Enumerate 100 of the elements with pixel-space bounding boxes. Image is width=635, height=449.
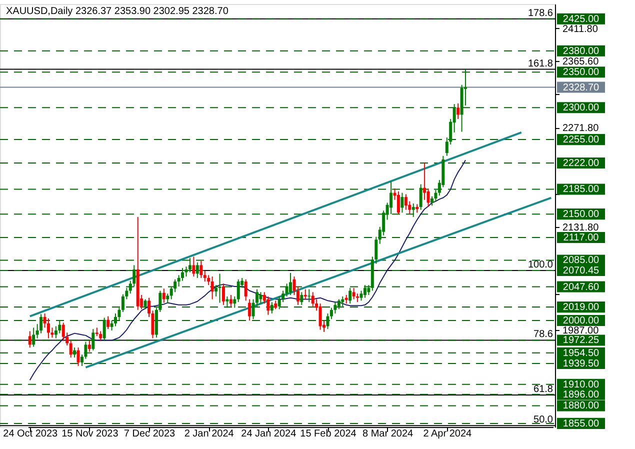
- ref-line-label: 1939.50: [562, 358, 600, 370]
- candlestick: [456, 102, 460, 120]
- candlestick: [88, 340, 91, 352]
- y-tick-label: 1987.00: [562, 325, 600, 336]
- ref-line-label: 1896.00: [562, 389, 600, 400]
- candlestick: [73, 347, 76, 358]
- ref-line-label: 1954.50: [562, 348, 600, 359]
- ref-line-label: 2255.00: [562, 134, 600, 146]
- x-tick-label: 2 Apr 2024: [423, 428, 472, 440]
- x-tick-label: 24 Jan 2024: [241, 428, 297, 440]
- candlestick: [184, 266, 188, 278]
- x-tick-label: 24 Oct 2023: [3, 428, 58, 440]
- candlestick: [196, 262, 199, 278]
- candlestick: [423, 162, 426, 200]
- x-tick-label: 15 Feb 2024: [300, 428, 357, 440]
- ref-line-label: 2047.60: [562, 282, 600, 293]
- candlestick: [76, 347, 80, 366]
- candlestick: [32, 327, 36, 348]
- candlestick: [166, 293, 170, 304]
- annotation: 78.6: [534, 329, 554, 340]
- candlestick: [367, 284, 370, 296]
- ref-line-label: 2019.00: [562, 302, 600, 314]
- ref-line-label: 2350.00: [562, 67, 600, 78]
- candlestick: [292, 276, 296, 296]
- candlestick: [360, 290, 363, 302]
- y-tick-label: 2411.80: [562, 24, 598, 35]
- candlestick: [28, 330, 32, 348]
- candlestick: [337, 298, 340, 310]
- candlestick: [326, 312, 330, 330]
- candlestick: [289, 272, 292, 296]
- ref-line-label: 2150.00: [562, 209, 600, 220]
- ref-line-label: 2085.00: [562, 255, 600, 266]
- y-tick-label: 2271.80: [562, 123, 600, 134]
- line-series: [29, 160, 466, 381]
- candlestick: [396, 190, 400, 215]
- candlestick: [259, 292, 262, 304]
- candlestick: [192, 256, 196, 278]
- candlestick: [341, 296, 344, 307]
- candlestick: [69, 340, 72, 358]
- candlestick: [214, 284, 218, 297]
- candlestick: [236, 278, 240, 303]
- ref-line-label: 2117.00: [563, 232, 600, 244]
- candlestick: [99, 330, 102, 341]
- ref-line-label: 2425.00: [562, 14, 600, 25]
- candlestick: [210, 276, 214, 300]
- candlestick: [400, 192, 404, 214]
- candlestick: [106, 316, 110, 330]
- candlestick: [426, 188, 430, 208]
- ref-line-label: 2380.00: [562, 46, 600, 57]
- candlestick: [318, 303, 322, 330]
- candlestick: [144, 298, 147, 310]
- candlestick: [248, 298, 252, 322]
- candlestick: [352, 287, 356, 300]
- ref-line-label: 2328.70: [562, 82, 600, 94]
- candlestick: [300, 292, 304, 306]
- candlestick: [46, 318, 50, 339]
- candlestick: [203, 270, 206, 282]
- x-tick-label: 2 Jan 2024: [184, 428, 234, 440]
- annotation: 50.0: [534, 414, 554, 426]
- x-tick-label: 15 Nov 2023: [62, 428, 119, 440]
- candlestick: [348, 287, 352, 304]
- candlestick: [229, 294, 232, 307]
- candlestick: [218, 273, 222, 304]
- candlestick: [226, 296, 229, 308]
- annotation: 61.8: [534, 384, 554, 396]
- candlestick: [412, 202, 415, 218]
- candlestick: [222, 283, 225, 306]
- ref-line-label: 2185.00: [562, 184, 600, 196]
- annotation: 178.6: [528, 8, 554, 19]
- y-tick-label: 2131.80: [562, 222, 600, 234]
- candlestick: [419, 184, 422, 210]
- x-tick-label: 7 Dec 2023: [124, 428, 176, 440]
- ref-line-label: 1910.00: [562, 379, 600, 390]
- candlestick: [304, 288, 307, 300]
- candlestick: [207, 274, 210, 286]
- candlestick: [200, 260, 203, 278]
- candlestick: [162, 288, 166, 304]
- y-tick-label: 2365.60: [562, 56, 600, 68]
- candlestick: [296, 286, 300, 306]
- ref-line-label: 1855.00: [562, 418, 600, 430]
- ref-line-label: 2070.45: [562, 266, 600, 277]
- candlestick: [244, 278, 248, 302]
- candlestick: [188, 258, 192, 273]
- x-tick-label: 8 Mar 2024: [362, 428, 414, 440]
- candlestick: [270, 302, 274, 314]
- candlestick: [233, 296, 236, 308]
- annotation: 100.0: [528, 260, 554, 271]
- candlestick: [311, 292, 314, 307]
- candlestick: [434, 189, 438, 202]
- candlestick: [102, 317, 106, 341]
- candlestick: [404, 194, 408, 210]
- ref-line-label: 2222.00: [562, 158, 600, 169]
- candlestick: [92, 328, 95, 351]
- ref-line-label: 2000.00: [562, 316, 600, 327]
- candlestick: [266, 296, 270, 316]
- candlestick: [308, 288, 311, 303]
- ref-line-label: 2300.00: [562, 102, 600, 114]
- chart-title: XAUUSD,Daily 2326.37 2353.90 2302.95 2328.70: [6, 6, 229, 17]
- ref-line-label: 1880.00: [562, 400, 600, 412]
- ref-line-label: 1972.25: [562, 335, 600, 346]
